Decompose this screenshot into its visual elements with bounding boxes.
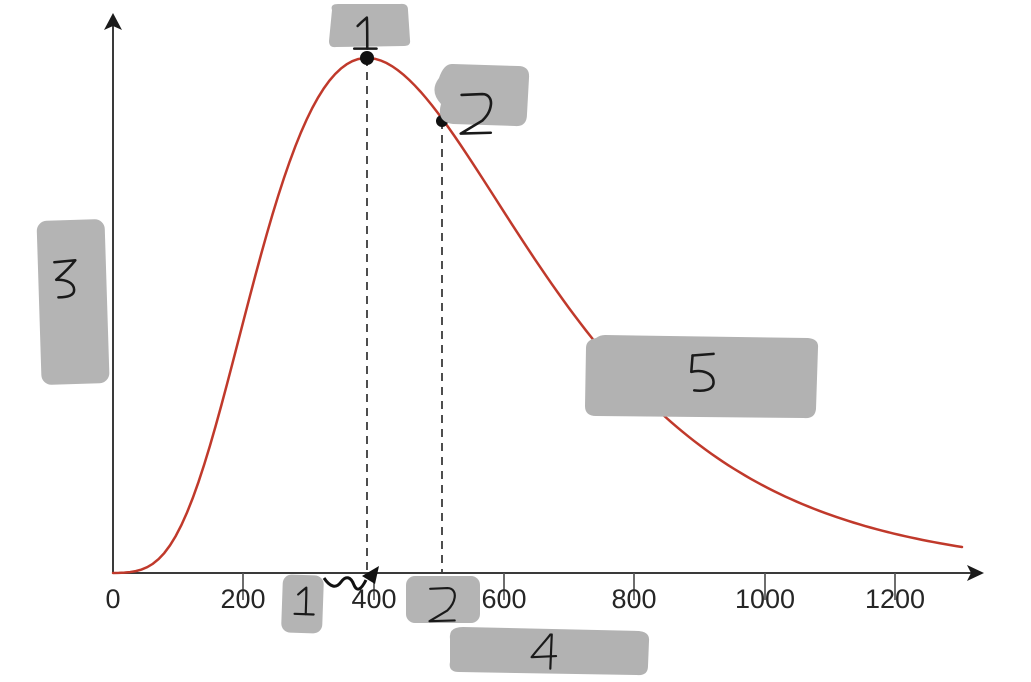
svg-text:200: 200	[220, 584, 265, 614]
svg-text:1000: 1000	[735, 584, 795, 614]
svg-text:800: 800	[611, 584, 656, 614]
svg-text:0: 0	[105, 584, 120, 614]
svg-text:600: 600	[481, 584, 526, 614]
svg-text:1200: 1200	[865, 584, 925, 614]
